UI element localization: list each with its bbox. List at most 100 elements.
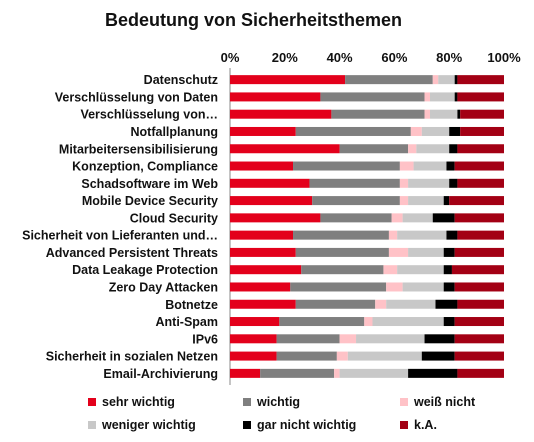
- category-label: Konzeption, Compliance: [72, 160, 218, 174]
- bar-segment-wei-nicht: [391, 213, 403, 223]
- legend-label: wichtig: [256, 395, 300, 409]
- bar-segment-wei-nicht: [336, 351, 348, 361]
- x-axis-ticks: 0% 20% 40% 60% 80% 100%: [221, 50, 521, 65]
- legend-swatch: [400, 421, 408, 429]
- bar-segment-wei-nicht: [388, 247, 409, 257]
- bar-segment-sehr-wichtig: [230, 317, 280, 327]
- bar-segment-wei-nicht: [424, 109, 431, 119]
- bar-segment-sehr-wichtig: [230, 161, 294, 171]
- bar-segment-gar-nicht-wichtig: [443, 317, 455, 327]
- x-tick-label: 60%: [381, 50, 407, 65]
- bar-segment-gar-nicht-wichtig: [454, 92, 458, 102]
- legend-swatch: [243, 398, 251, 406]
- category-label: IPv6: [192, 332, 218, 346]
- bar-segment-sehr-wichtig: [230, 213, 321, 223]
- legend-label: weiß nicht: [413, 395, 476, 409]
- category-label: Mobile Device Security: [82, 194, 218, 208]
- bar-segment-gar-nicht-wichtig: [432, 213, 455, 223]
- bar-segment-weniger-wichtig: [408, 178, 450, 188]
- bar-segment-k-a-: [457, 368, 504, 378]
- bar-segment-gar-nicht-wichtig: [443, 247, 455, 257]
- bar-segment-wichtig: [309, 178, 400, 188]
- bar-segment-k-a-: [454, 247, 504, 257]
- bar-segment-weniger-wichtig: [397, 230, 447, 240]
- x-tick-label: 80%: [436, 50, 462, 65]
- bar-segment-wichtig: [276, 334, 340, 344]
- bar-segment-weniger-wichtig: [402, 213, 433, 223]
- legend-swatch: [88, 421, 96, 429]
- bar-segment-wichtig: [295, 299, 376, 309]
- bar-segment-weniger-wichtig: [430, 92, 455, 102]
- bar-segment-wei-nicht: [388, 230, 398, 240]
- bar-segment-wichtig: [293, 230, 389, 240]
- bar-segment-k-a-: [457, 75, 504, 85]
- x-tick-label: 0%: [221, 50, 240, 65]
- bar-segment-k-a-: [460, 109, 504, 119]
- bar-segment-weniger-wichtig: [430, 109, 458, 119]
- x-tick-label: 40%: [327, 50, 353, 65]
- bar-segment-k-a-: [457, 230, 504, 240]
- category-label: Mitarbeitersensibilisierung: [59, 142, 218, 156]
- bar-segment-wichtig: [276, 351, 337, 361]
- bar-segment-sehr-wichtig: [230, 230, 294, 240]
- bar-segment-wei-nicht: [399, 196, 409, 206]
- bar-segment-k-a-: [454, 334, 504, 344]
- bar-segment-wei-nicht: [410, 126, 422, 136]
- bar-segment-wei-nicht: [364, 317, 373, 327]
- category-label: Email-Archivierung: [103, 367, 218, 381]
- bars: [230, 75, 504, 378]
- bar-segment-sehr-wichtig: [230, 334, 277, 344]
- bar-segment-wichtig: [345, 75, 433, 85]
- category-label: Anti-Spam: [156, 315, 219, 329]
- bar-segment-sehr-wichtig: [230, 109, 332, 119]
- bar-segment-wei-nicht: [399, 178, 409, 188]
- bar-segment-sehr-wichtig: [230, 247, 296, 257]
- bar-segment-weniger-wichtig: [402, 282, 444, 292]
- bar-segment-gar-nicht-wichtig: [454, 75, 458, 85]
- bar-segment-gar-nicht-wichtig: [443, 282, 455, 292]
- bar-segment-gar-nicht-wichtig: [449, 126, 461, 136]
- bar-segment-wichtig: [331, 109, 425, 119]
- x-tick-label: 100%: [487, 50, 521, 65]
- bar-segment-wichtig: [295, 247, 389, 257]
- bar-segment-k-a-: [457, 299, 504, 309]
- category-label: Sicherheit in sozialen Netzen: [46, 350, 218, 364]
- bar-segment-weniger-wichtig: [413, 161, 447, 171]
- bar-segment-weniger-wichtig: [372, 317, 444, 327]
- bar-segment-k-a-: [449, 196, 504, 206]
- bar-segment-weniger-wichtig: [408, 247, 444, 257]
- bar-segment-wei-nicht: [424, 92, 431, 102]
- category-label: Advanced Persistent Threats: [46, 246, 218, 260]
- bar-segment-wichtig: [312, 196, 400, 206]
- bar-segment-wichtig: [301, 265, 384, 275]
- chart-title: Bedeutung von Sicherheitsthemen: [105, 10, 402, 30]
- bar-segment-weniger-wichtig: [416, 144, 450, 154]
- bar-segment-k-a-: [457, 144, 504, 154]
- bar-segment-gar-nicht-wichtig: [443, 196, 450, 206]
- bar-segment-k-a-: [457, 92, 504, 102]
- legend-swatch: [400, 398, 408, 406]
- bar-segment-gar-nicht-wichtig: [457, 109, 461, 119]
- bar-segment-wichtig: [339, 144, 409, 154]
- bar-segment-wichtig: [260, 368, 335, 378]
- category-label: Verschlüsselung von Daten: [55, 90, 218, 104]
- category-labels: Datenschutz Verschlüsselung von Daten Vers…: [22, 73, 218, 381]
- bar-segment-gar-nicht-wichtig: [443, 265, 452, 275]
- bar-segment-k-a-: [457, 178, 504, 188]
- bar-segment-k-a-: [460, 126, 504, 136]
- category-label: Notfallplanung: [131, 125, 219, 139]
- category-label: Datenschutz: [144, 73, 218, 87]
- legend-label: sehr wichtig: [102, 395, 175, 409]
- legend-label: gar nicht wichtig: [257, 418, 356, 432]
- bar-segment-gar-nicht-wichtig: [435, 299, 458, 309]
- category-label: Verschlüsselung von…: [80, 108, 218, 122]
- bar-segment-gar-nicht-wichtig: [424, 334, 455, 344]
- bar-segment-gar-nicht-wichtig: [449, 144, 458, 154]
- category-label: Data Leakage Protection: [72, 263, 218, 277]
- bar-segment-weniger-wichtig: [438, 75, 455, 85]
- bar-segment-wei-nicht: [339, 334, 357, 344]
- category-label: Cloud Security: [130, 211, 218, 225]
- bar-segment-wichtig: [293, 161, 400, 171]
- legend-swatch: [243, 421, 251, 429]
- bar-segment-gar-nicht-wichtig: [408, 368, 458, 378]
